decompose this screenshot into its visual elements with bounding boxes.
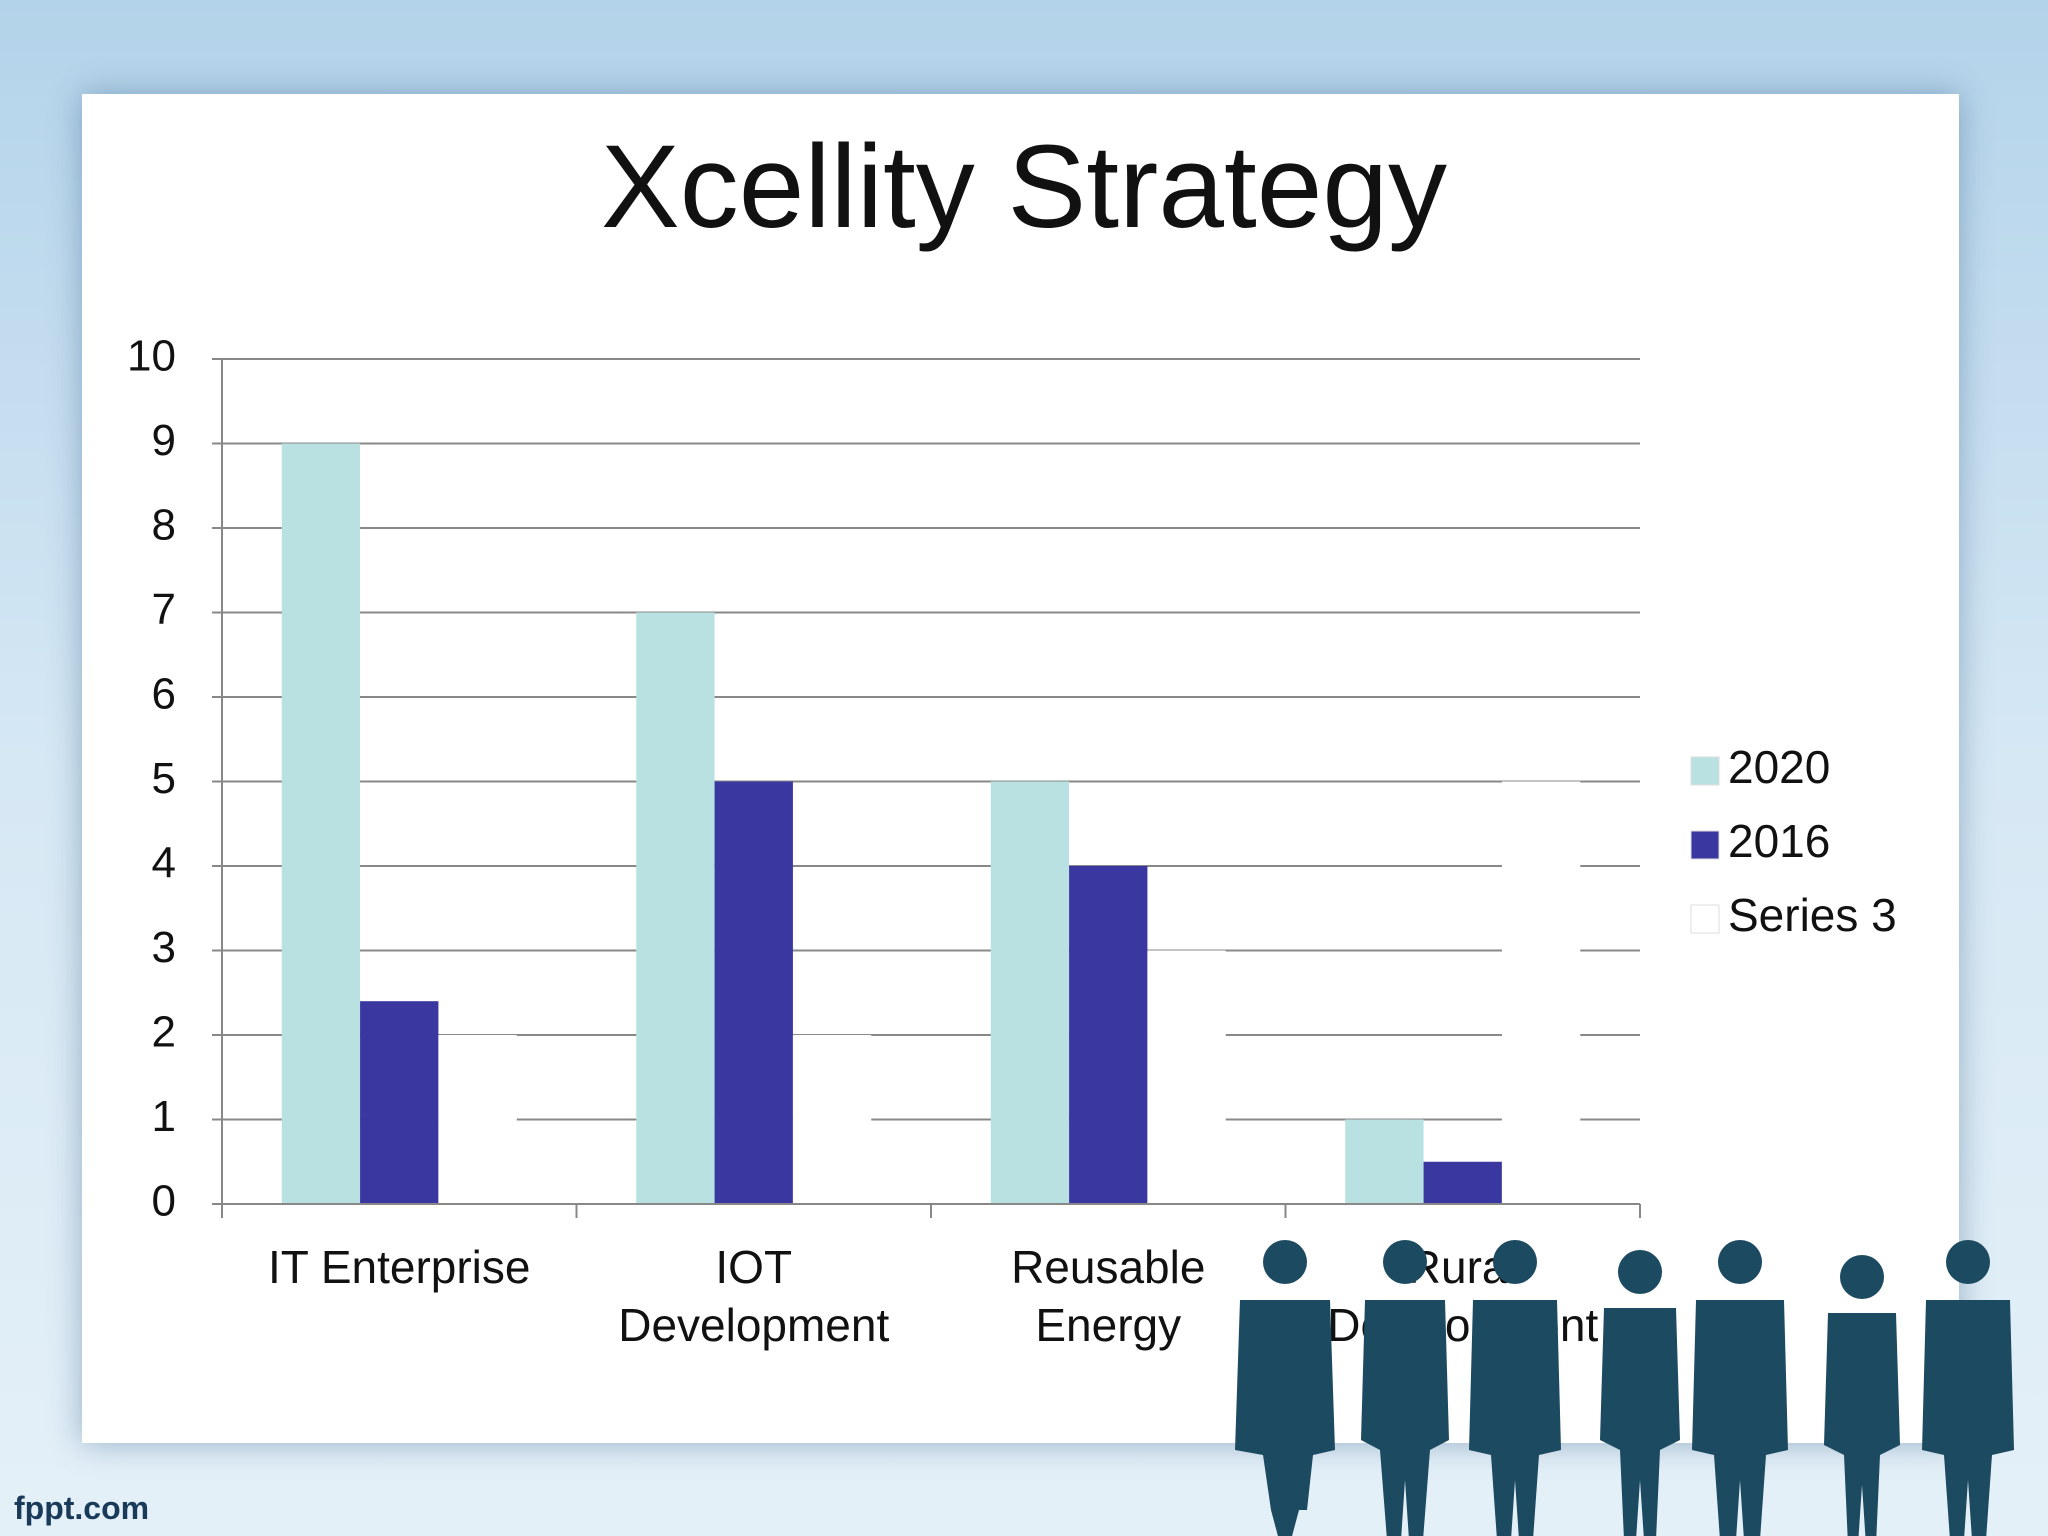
y-tick-label: 4	[152, 839, 176, 888]
chart-title: Xcellity Strategy	[601, 121, 1447, 253]
legend-label: 2016	[1728, 815, 1830, 867]
bar	[714, 781, 793, 1204]
bar	[1501, 781, 1581, 1204]
bar	[1345, 1119, 1424, 1204]
x-tick-label: IT Enterprise	[268, 1241, 531, 1293]
y-tick-label: 3	[152, 923, 176, 972]
legend-swatch	[1690, 830, 1720, 860]
bar	[990, 781, 1070, 1204]
bar	[438, 1035, 517, 1204]
legend-label: 2020	[1728, 741, 1830, 793]
bar	[636, 612, 715, 1204]
y-tick-label: 8	[152, 501, 176, 550]
bar	[360, 1001, 439, 1204]
legend-swatch	[1690, 756, 1720, 786]
bar	[1069, 866, 1148, 1204]
slide-panel	[82, 94, 1959, 1443]
bar	[281, 443, 361, 1204]
y-tick-label: 10	[127, 332, 176, 381]
x-tick-label: Reusable Energy	[1011, 1241, 1206, 1351]
bar	[1423, 1161, 1502, 1204]
y-tick-label: 9	[152, 416, 176, 465]
legend-label: Series 3	[1728, 889, 1897, 941]
y-tick-label: 0	[152, 1177, 176, 1226]
bar	[792, 1035, 872, 1204]
x-tick-label: IOT Development	[618, 1241, 890, 1351]
y-tick-label: 6	[152, 670, 176, 719]
bar	[1147, 950, 1226, 1204]
footer: fppt.com	[14, 1490, 150, 1526]
y-tick-label: 1	[152, 1092, 176, 1141]
y-tick-label: 2	[152, 1008, 176, 1057]
x-tick-label: Rural Development	[1327, 1241, 1599, 1351]
y-tick-label: 7	[152, 585, 176, 634]
legend-swatch	[1690, 904, 1720, 934]
y-tick-label: 5	[152, 754, 176, 803]
